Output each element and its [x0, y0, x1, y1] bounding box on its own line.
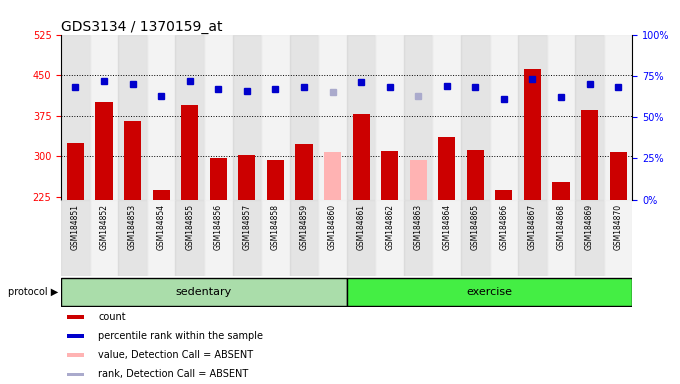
- Bar: [267, 160, 284, 200]
- Bar: [324, 152, 341, 200]
- Bar: [438, 137, 456, 200]
- Bar: [90, 200, 118, 276]
- Text: value, Detection Call = ABSENT: value, Detection Call = ABSENT: [99, 350, 254, 360]
- Bar: [575, 200, 604, 276]
- Text: GSM184860: GSM184860: [328, 204, 337, 250]
- Bar: [118, 200, 147, 276]
- Bar: [604, 200, 632, 276]
- Bar: [295, 144, 313, 200]
- Bar: [581, 110, 598, 200]
- Bar: [352, 114, 370, 200]
- Text: GSM184861: GSM184861: [356, 204, 366, 250]
- Text: sedentary: sedentary: [176, 287, 232, 297]
- Text: GSM184868: GSM184868: [556, 204, 566, 250]
- Text: GSM184858: GSM184858: [271, 204, 280, 250]
- Bar: [124, 121, 141, 200]
- Bar: [318, 35, 347, 200]
- Text: exercise: exercise: [466, 287, 513, 297]
- Bar: [181, 105, 199, 200]
- Text: GSM184852: GSM184852: [99, 204, 109, 250]
- Bar: [238, 155, 256, 200]
- Bar: [95, 102, 113, 200]
- Text: GSM184853: GSM184853: [128, 204, 137, 250]
- Bar: [261, 35, 290, 200]
- Bar: [67, 353, 84, 357]
- Text: GSM184855: GSM184855: [185, 204, 194, 250]
- Bar: [209, 158, 227, 200]
- Text: GSM184851: GSM184851: [71, 204, 80, 250]
- Bar: [375, 35, 404, 200]
- Bar: [152, 190, 170, 200]
- Text: GSM184866: GSM184866: [499, 204, 509, 250]
- Text: GSM184859: GSM184859: [299, 204, 309, 250]
- Bar: [118, 35, 147, 200]
- Bar: [67, 334, 84, 338]
- Bar: [575, 35, 604, 200]
- Bar: [318, 200, 347, 276]
- Bar: [67, 315, 84, 319]
- Bar: [547, 200, 575, 276]
- Text: GSM184856: GSM184856: [214, 204, 223, 250]
- Bar: [204, 35, 233, 200]
- Bar: [547, 35, 575, 200]
- Bar: [381, 151, 398, 200]
- Text: GSM184869: GSM184869: [585, 204, 594, 250]
- Bar: [466, 150, 484, 200]
- Bar: [67, 143, 84, 200]
- Bar: [432, 35, 461, 200]
- Text: percentile rank within the sample: percentile rank within the sample: [99, 331, 263, 341]
- Bar: [604, 35, 632, 200]
- Bar: [490, 200, 518, 276]
- Bar: [290, 35, 318, 200]
- Bar: [61, 35, 90, 200]
- Bar: [61, 200, 90, 276]
- Bar: [147, 35, 175, 200]
- Text: rank, Detection Call = ABSENT: rank, Detection Call = ABSENT: [99, 369, 249, 379]
- Bar: [175, 200, 204, 276]
- Bar: [432, 200, 461, 276]
- Bar: [147, 200, 175, 276]
- Bar: [409, 160, 427, 200]
- Text: GSM184867: GSM184867: [528, 204, 537, 250]
- Bar: [461, 200, 490, 276]
- Bar: [290, 200, 318, 276]
- Text: GSM184870: GSM184870: [613, 204, 623, 250]
- Bar: [490, 35, 518, 200]
- Bar: [261, 200, 290, 276]
- Bar: [67, 372, 84, 376]
- Text: GSM184862: GSM184862: [385, 204, 394, 250]
- Text: GDS3134 / 1370159_at: GDS3134 / 1370159_at: [61, 20, 222, 33]
- Bar: [609, 152, 627, 200]
- Bar: [175, 35, 204, 200]
- Bar: [552, 182, 570, 200]
- Bar: [347, 35, 375, 200]
- Bar: [404, 200, 432, 276]
- Bar: [233, 35, 261, 200]
- Bar: [495, 190, 513, 200]
- Text: GSM184863: GSM184863: [413, 204, 423, 250]
- Bar: [347, 278, 632, 306]
- Bar: [347, 200, 375, 276]
- Text: count: count: [99, 312, 126, 322]
- Text: GSM184854: GSM184854: [156, 204, 166, 250]
- Bar: [518, 35, 547, 200]
- Bar: [233, 200, 261, 276]
- Text: protocol ▶: protocol ▶: [8, 287, 58, 297]
- Bar: [204, 200, 233, 276]
- Bar: [90, 35, 118, 200]
- Bar: [524, 69, 541, 200]
- Text: GSM184857: GSM184857: [242, 204, 252, 250]
- Text: GSM184864: GSM184864: [442, 204, 452, 250]
- Bar: [61, 278, 347, 306]
- Bar: [404, 35, 432, 200]
- Text: GSM184865: GSM184865: [471, 204, 480, 250]
- Bar: [518, 200, 547, 276]
- Bar: [375, 200, 404, 276]
- Bar: [461, 35, 490, 200]
